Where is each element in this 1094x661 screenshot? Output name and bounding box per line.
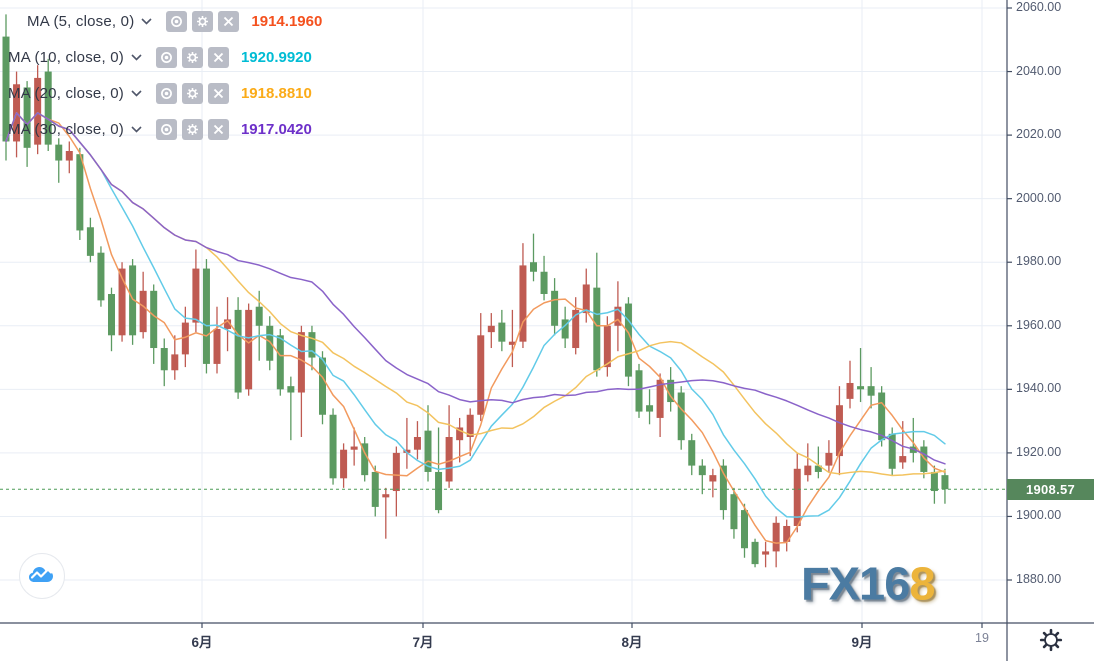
price-axis[interactable]: 2060.00 2040.00 2020.00 2000.00 1980.00 1960.… [1007,0,1094,623]
watermark-accent-text: 8 [909,557,935,610]
ma30-value: 1917.0420 [240,120,312,138]
visibility-icon[interactable] [166,10,188,32]
last-price-badge: 1908.57 [1007,479,1094,500]
chevron-down-icon[interactable] [131,125,142,133]
chevron-down-icon[interactable] [141,17,152,25]
price-tick-label: 2060.00 [1016,0,1062,14]
settings-icon[interactable] [181,82,203,104]
price-tick-label: 1980.00 [1016,254,1062,269]
ma10-value: 1920.9920 [240,48,312,66]
settings-icon[interactable] [181,46,203,68]
ma20-label: MA (20, close, 0) [8,84,124,102]
time-tick-label: 7月 [412,635,434,650]
ma10-legend-row[interactable]: MA (10, close, 0) 1920.9920 [8,42,312,72]
delete-icon[interactable] [207,46,229,68]
time-tick-label: 19 [975,631,989,645]
price-tick-label: 1920.00 [1016,444,1062,459]
settings-icon[interactable] [192,10,214,32]
time-tick-label: 8月 [621,635,643,650]
ma30-legend-row[interactable]: MA (30, close, 0) 1917.0420 [8,114,312,144]
settings-icon[interactable] [181,118,203,140]
price-tick-label: 1900.00 [1016,508,1062,523]
time-axis[interactable]: 6月 7月 8月 9月 19 [0,623,1007,661]
ma20-legend-row[interactable]: MA (20, close, 0) 1918.8810 [8,78,312,108]
chevron-down-icon[interactable] [131,89,142,97]
delete-icon[interactable] [218,10,240,32]
ma10-label: MA (10, close, 0) [8,48,124,66]
ma30-label: MA (30, close, 0) [8,120,124,138]
sun-settings-icon [1039,628,1063,657]
cloud-chart-icon [28,564,56,589]
price-tick-label: 2000.00 [1016,190,1062,205]
price-tick-label: 2040.00 [1016,63,1062,78]
chart-settings-button[interactable] [1007,623,1094,661]
visibility-icon[interactable] [155,118,177,140]
cloud-chart-button[interactable] [19,553,65,599]
ma5-label: MA (5, close, 0) [27,12,135,30]
delete-icon[interactable] [207,82,229,104]
ma20-value: 1918.8810 [240,84,312,102]
price-tick-label: 1880.00 [1016,572,1062,586]
time-tick-label: 9月 [851,635,873,650]
watermark-main-text: FX16 [801,557,910,610]
delete-icon[interactable] [207,118,229,140]
visibility-icon[interactable] [155,46,177,68]
price-tick-label: 2020.00 [1016,127,1062,142]
ma5-legend-row[interactable]: MA (5, close, 0) 1914.1960 [27,6,322,36]
price-tick-label: 1960.00 [1016,317,1062,332]
chevron-down-icon[interactable] [131,53,142,61]
ma5-value: 1914.1960 [251,12,323,30]
time-tick-label: 6月 [191,635,213,650]
price-tick-label: 1940.00 [1016,381,1062,396]
visibility-icon[interactable] [155,82,177,104]
fx168-watermark: FX168 [801,557,935,611]
